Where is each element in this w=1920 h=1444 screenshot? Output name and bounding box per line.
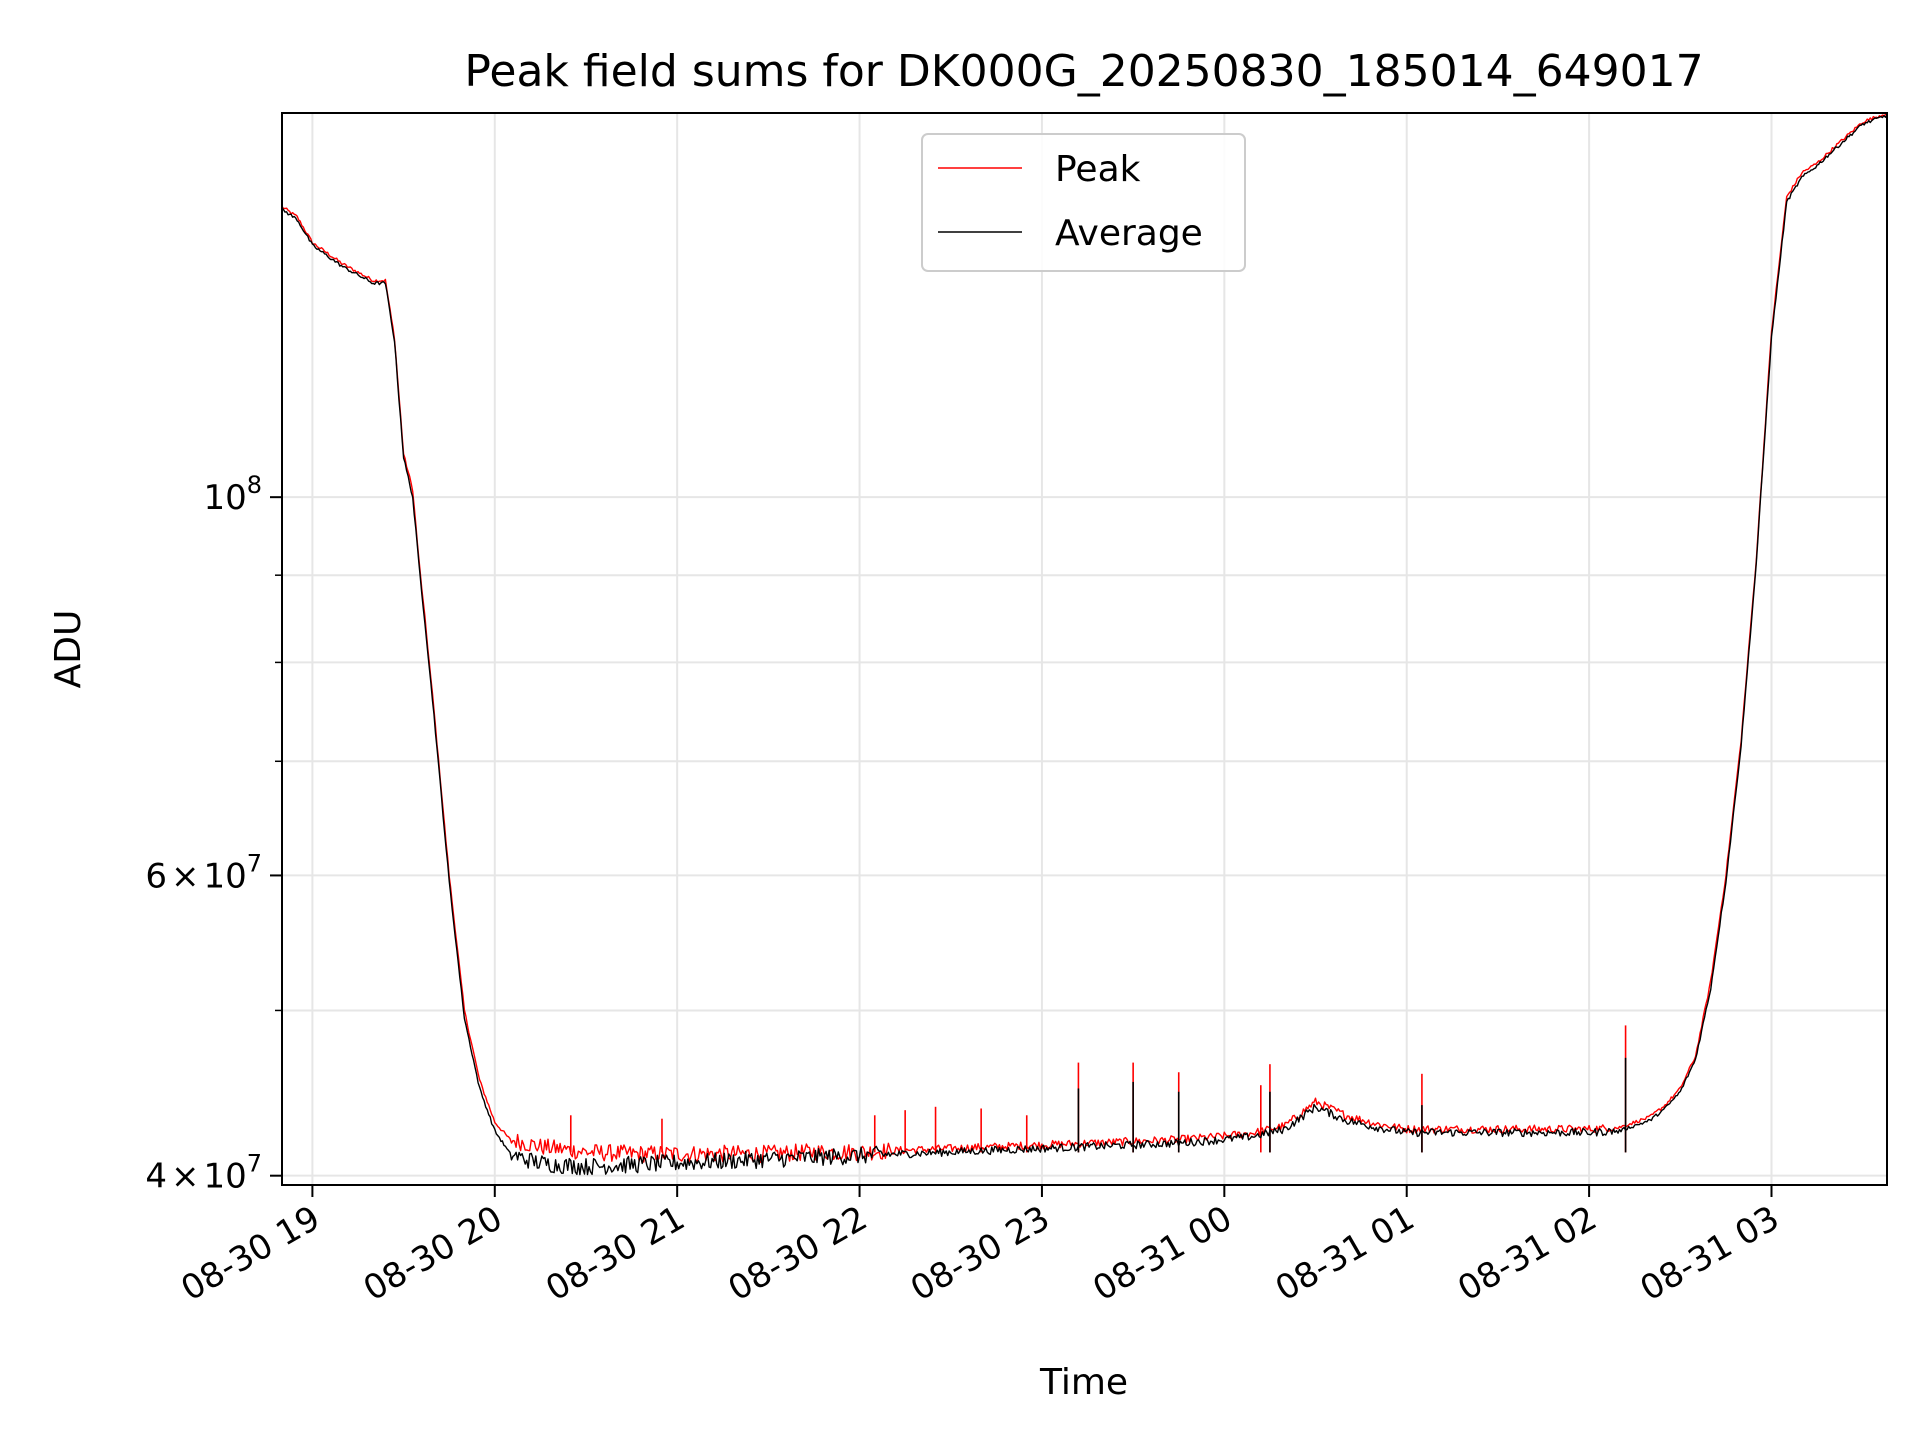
legend: Peak Average [921,133,1246,272]
plot-area [282,113,1887,1185]
series-peak-line [281,112,1888,1164]
y-axis-label: ADU [48,610,89,689]
y-tick-label: 108 [203,471,262,518]
series-layer [281,112,1888,1176]
y-tick-label: 6 × 107 [145,849,262,896]
grid [282,113,1887,1185]
legend-label-average: Average [1055,213,1203,254]
plot-frame [281,112,1888,1186]
series-average-line [281,114,1888,1176]
y-tick-label: 4 × 107 [145,1150,262,1197]
x-axis-label: Time [1039,1362,1128,1403]
chart-title: Peak field sums for DK000G_20250830_1850… [464,46,1703,97]
legend-label-peak: Peak [1055,149,1141,190]
